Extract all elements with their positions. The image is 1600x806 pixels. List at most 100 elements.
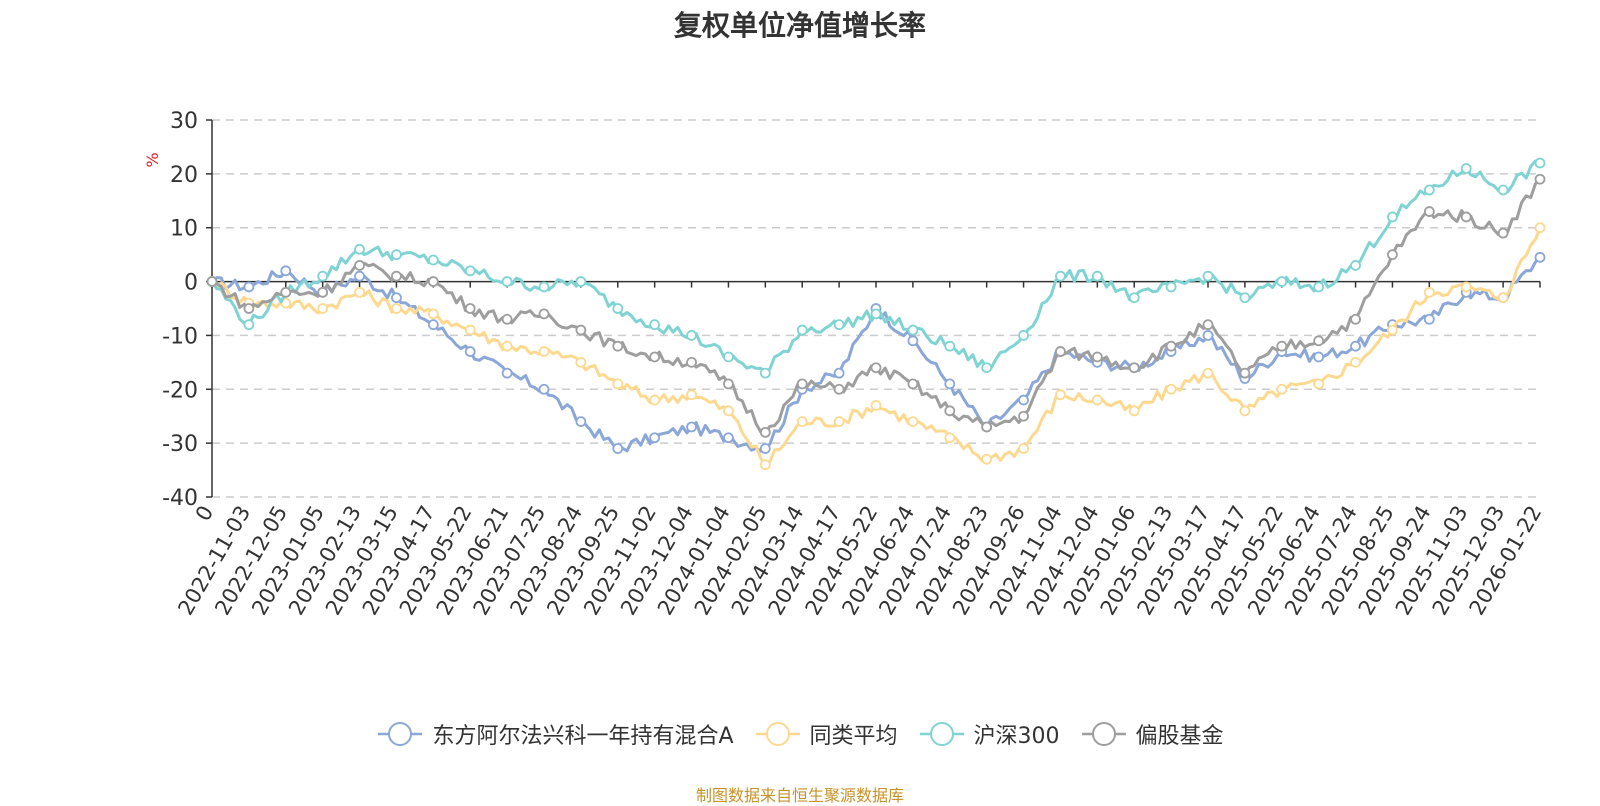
data-point <box>1165 340 1177 352</box>
data-point <box>981 453 993 465</box>
legend-item[interactable]: 东方阿尔法兴科一年持有混合A <box>376 718 734 750</box>
series-lines <box>206 157 1546 471</box>
data-point <box>1460 281 1472 293</box>
data-point <box>649 394 661 406</box>
chart-title: 复权单位净值增长率 <box>673 9 926 42</box>
data-point <box>907 335 919 347</box>
data-point <box>538 383 550 395</box>
data-point <box>1497 292 1509 304</box>
data-point <box>1055 389 1066 401</box>
data-point <box>1202 330 1214 341</box>
data-point <box>759 426 771 438</box>
data-point <box>870 400 882 411</box>
data-point <box>317 286 329 298</box>
data-point <box>686 389 697 401</box>
data-point <box>907 324 919 336</box>
data-point <box>649 351 661 363</box>
data-point <box>759 443 771 454</box>
legend-label: 东方阿尔法兴科一年持有混合A <box>432 724 734 749</box>
data-point <box>686 330 697 341</box>
data-point <box>1202 270 1214 282</box>
data-point <box>280 286 292 298</box>
data-point <box>1313 378 1325 390</box>
data-point <box>354 260 365 271</box>
data-point <box>501 340 513 352</box>
data-point <box>796 416 808 428</box>
data-point <box>501 313 513 325</box>
data-point <box>1091 270 1103 282</box>
data-point <box>612 443 624 454</box>
legend-marker-icon <box>755 722 800 746</box>
data-point <box>1239 367 1251 379</box>
legend-circle <box>1091 722 1116 746</box>
data-point <box>464 324 476 336</box>
data-point <box>1350 313 1361 325</box>
data-point <box>1423 184 1435 196</box>
data-point <box>1276 340 1288 352</box>
data-point <box>391 249 402 261</box>
legend-marker-icon <box>378 722 423 746</box>
data-point <box>723 405 734 417</box>
data-point <box>538 308 550 320</box>
data-point <box>575 416 587 428</box>
data-point <box>464 303 476 314</box>
data-point <box>243 319 255 331</box>
data-point <box>1423 206 1435 217</box>
data-point <box>1091 351 1103 363</box>
data-point <box>981 421 993 433</box>
data-point <box>944 432 956 444</box>
data-point <box>686 421 697 433</box>
data-point <box>427 319 439 331</box>
data-point <box>427 276 439 287</box>
data-point <box>538 346 550 357</box>
y-tick-label: -30 <box>162 432 198 457</box>
data-point <box>1534 251 1546 263</box>
data-point <box>575 324 587 336</box>
data-point <box>1276 383 1288 395</box>
legend-marker-icon <box>919 722 964 746</box>
legend-marker-icon <box>1081 722 1126 746</box>
data-point <box>1018 330 1029 341</box>
data-point <box>686 356 697 368</box>
data-point <box>1313 351 1325 363</box>
data-point <box>612 340 624 352</box>
data-point <box>1350 356 1361 368</box>
data-point <box>1202 367 1214 379</box>
y-tick-label: -10 <box>162 324 198 349</box>
data-point <box>243 303 255 314</box>
data-point <box>1018 443 1029 454</box>
data-point <box>243 281 255 293</box>
data-source-note: 制图数据来自恒生聚源数据库 <box>695 786 904 805</box>
data-point <box>1018 410 1029 422</box>
data-point <box>833 319 845 331</box>
data-point <box>870 308 882 320</box>
data-point <box>1350 260 1361 271</box>
y-tick-label: 20 <box>170 163 198 188</box>
legend-item[interactable]: 沪深300 <box>918 718 1060 750</box>
data-point <box>833 383 845 395</box>
y-tick-label: 30 <box>170 109 198 134</box>
data-point <box>501 276 513 287</box>
legend-circle <box>388 722 413 746</box>
data-point <box>354 270 365 282</box>
data-point <box>391 303 402 314</box>
data-point <box>870 362 882 374</box>
data-point <box>1239 405 1251 417</box>
data-point <box>1055 346 1066 357</box>
data-point <box>427 254 439 266</box>
legend-label: 沪深300 <box>973 724 1060 749</box>
data-point <box>1534 222 1546 234</box>
series-line <box>210 159 1541 375</box>
legend-item[interactable]: 同类平均 <box>754 718 898 750</box>
data-point <box>981 362 993 374</box>
data-point <box>1239 292 1251 304</box>
legend-circle <box>765 722 790 746</box>
data-point <box>575 356 587 368</box>
data-point <box>944 405 956 417</box>
legend-item[interactable]: 偏股基金 <box>1080 718 1224 750</box>
data-point <box>1202 319 1214 331</box>
data-point <box>1128 362 1140 374</box>
data-point <box>649 319 661 331</box>
data-point <box>1128 405 1140 417</box>
y-tick-label: -20 <box>162 378 198 403</box>
